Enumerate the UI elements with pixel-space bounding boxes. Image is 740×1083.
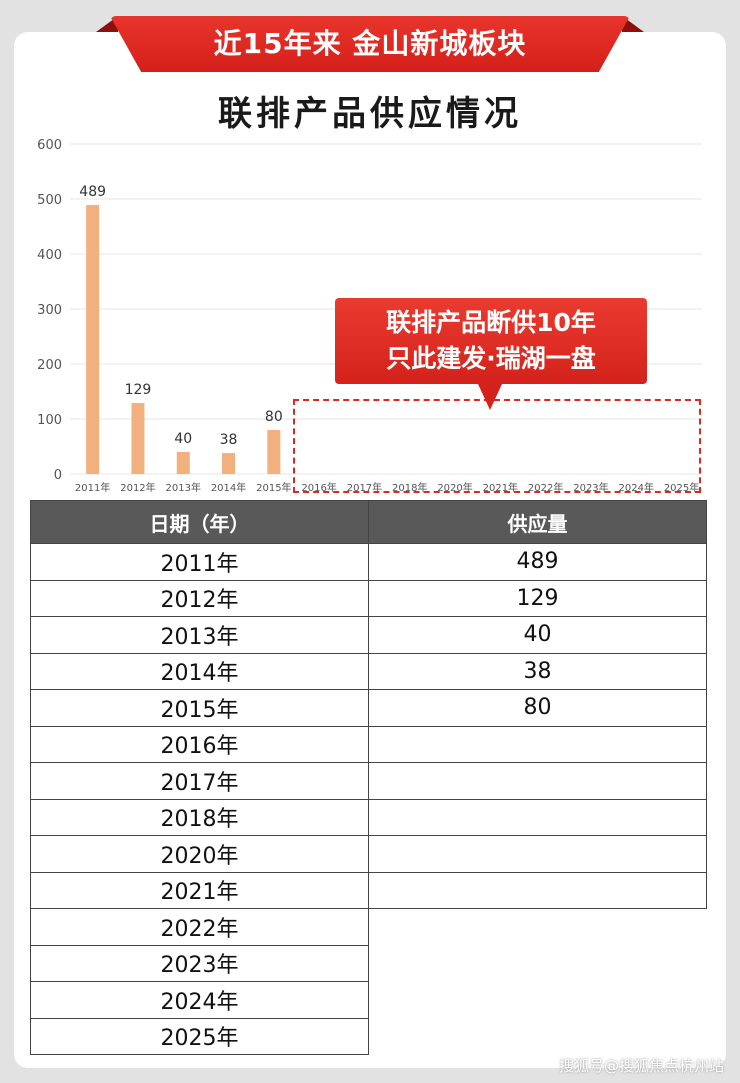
y-tick-label: 100 bbox=[37, 413, 62, 428]
cell-year: 2013年 bbox=[30, 616, 369, 654]
cell-year: 2021年 bbox=[30, 871, 369, 909]
bar bbox=[86, 205, 100, 475]
table-row: 2018年 bbox=[30, 798, 707, 836]
y-tick-label: 0 bbox=[54, 468, 62, 483]
cell-supply: 80 bbox=[368, 689, 707, 727]
table-row: 2016年 bbox=[30, 725, 707, 763]
data-label: 489 bbox=[79, 184, 106, 200]
x-tick-label: 2014年 bbox=[211, 481, 246, 494]
table-row: 2020年 bbox=[30, 835, 707, 873]
bar bbox=[176, 452, 190, 474]
y-tick-label: 500 bbox=[37, 193, 62, 208]
x-tick-label: 2020年 bbox=[437, 481, 472, 494]
cell-year: 2022年 bbox=[30, 908, 369, 946]
watermark: 搜狐号@搜狐焦点杭州站 bbox=[558, 1057, 724, 1075]
table-row: 2023年 bbox=[30, 944, 707, 982]
cell-year: 2015年 bbox=[30, 689, 369, 727]
cell-year: 2025年 bbox=[30, 1017, 369, 1055]
cell-supply bbox=[368, 725, 707, 763]
table-row: 2017年 bbox=[30, 762, 707, 800]
table-row: 2011年 489 bbox=[30, 543, 707, 581]
y-tick-label: 400 bbox=[37, 248, 62, 263]
cell-year: 2023年 bbox=[30, 944, 369, 982]
callout-box: 联排产品断供10年 只此建发·瑞湖一盘 bbox=[335, 298, 647, 384]
data-label: 80 bbox=[265, 409, 283, 425]
x-tick-label: 2025年 bbox=[664, 481, 699, 494]
header-date: 日期（年） bbox=[30, 500, 369, 544]
x-tick-label: 2018年 bbox=[392, 481, 427, 494]
cell-year: 2018年 bbox=[30, 798, 369, 836]
x-tick-label: 2015年 bbox=[256, 481, 291, 494]
cell-year: 2017年 bbox=[30, 762, 369, 800]
x-tick-label: 2024年 bbox=[619, 481, 654, 494]
y-tick-label: 200 bbox=[37, 358, 62, 373]
x-tick-label: 2012年 bbox=[120, 481, 155, 494]
cell-year: 2020年 bbox=[30, 835, 369, 873]
cell-year: 2024年 bbox=[30, 981, 369, 1019]
bar bbox=[267, 430, 281, 474]
table-row: 2015年 80 bbox=[30, 689, 707, 727]
y-tick-label: 300 bbox=[37, 303, 62, 318]
bar bbox=[222, 453, 236, 474]
table-row: 2021年 bbox=[30, 871, 707, 909]
callout-line-1: 联排产品断供10年 bbox=[386, 308, 596, 337]
x-tick-label: 2017年 bbox=[347, 481, 382, 494]
callout-line-2: 只此建发·瑞湖一盘 bbox=[386, 344, 596, 373]
x-tick-label: 2022年 bbox=[528, 481, 563, 494]
data-label: 40 bbox=[174, 431, 192, 447]
supply-table: 日期（年） 供应量 2011年 489 2012年 129 2013年 40 2014年 38… bbox=[30, 500, 707, 1055]
cell-supply: 489 bbox=[368, 543, 707, 581]
cell-supply bbox=[368, 835, 707, 873]
x-tick-label: 2021年 bbox=[483, 481, 518, 494]
cell-supply bbox=[368, 762, 707, 800]
x-tick-label: 2016年 bbox=[301, 481, 336, 494]
cell-supply bbox=[368, 798, 707, 836]
cell-year: 2011年 bbox=[30, 543, 369, 581]
data-label: 38 bbox=[220, 432, 238, 448]
y-tick-label: 600 bbox=[37, 138, 62, 153]
table-row: 2025年 bbox=[30, 1017, 707, 1055]
highlight-dashed-box bbox=[293, 399, 701, 493]
banner bbox=[110, 16, 630, 72]
cell-supply: 40 bbox=[368, 616, 707, 654]
cell-supply: 129 bbox=[368, 579, 707, 617]
table-row: 2013年 40 bbox=[30, 616, 707, 654]
cell-year: 2016年 bbox=[30, 725, 369, 763]
callout-pointer bbox=[478, 384, 502, 410]
data-label: 129 bbox=[125, 382, 152, 398]
page-title: 联排产品供应情况 bbox=[218, 94, 522, 134]
table-row: 2014年 38 bbox=[30, 652, 707, 690]
x-tick-label: 2013年 bbox=[166, 481, 201, 494]
table-row: 2024年 bbox=[30, 981, 707, 1019]
banner-text: 近15年来 金山新城板块 bbox=[213, 27, 527, 60]
cell-year: 2012年 bbox=[30, 579, 369, 617]
table-row: 2022年 bbox=[30, 908, 707, 946]
cell-year: 2014年 bbox=[30, 652, 369, 690]
cell-supply bbox=[368, 871, 707, 909]
x-tick-label: 2011年 bbox=[75, 481, 110, 494]
table-header-row: 日期（年） 供应量 bbox=[30, 500, 707, 544]
header-supply: 供应量 bbox=[368, 500, 707, 544]
x-tick-label: 2023年 bbox=[573, 481, 608, 494]
cell-supply: 38 bbox=[368, 652, 707, 690]
bar bbox=[131, 403, 145, 474]
table-row: 2012年 129 bbox=[30, 579, 707, 617]
